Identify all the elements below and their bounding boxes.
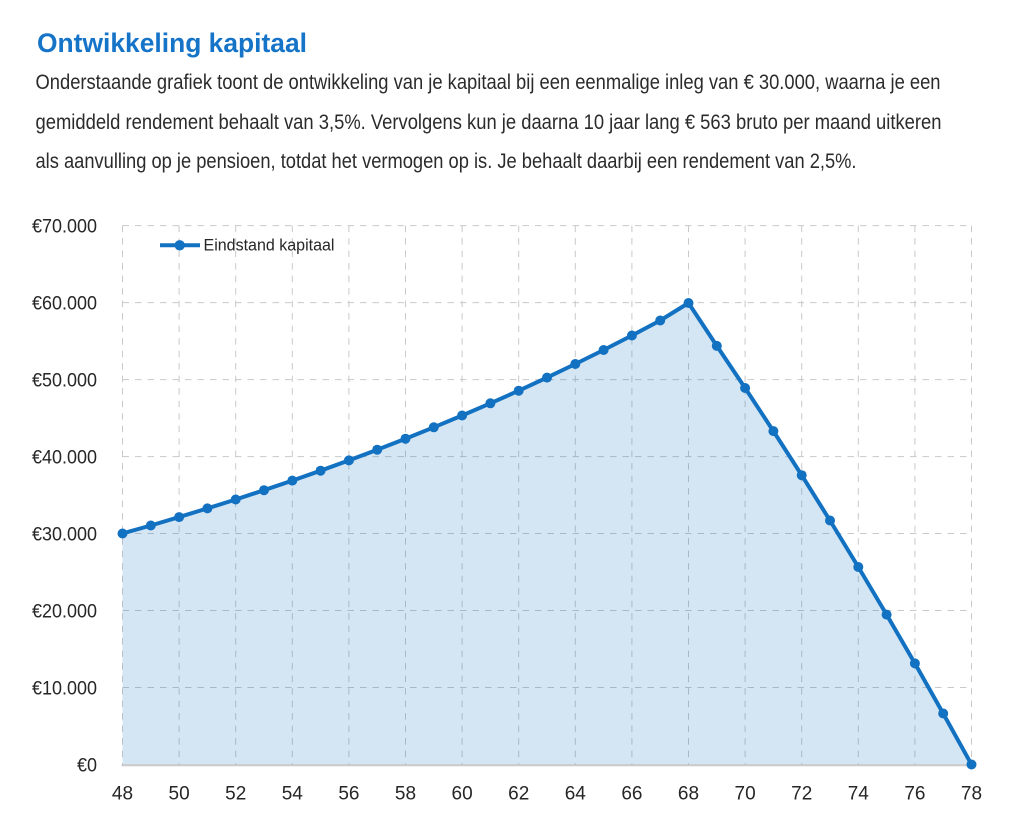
svg-text:78: 78 (961, 784, 982, 805)
svg-text:62: 62 (508, 784, 529, 805)
svg-text:Eindstand kapitaal: Eindstand kapitaal (204, 235, 335, 254)
svg-text:58: 58 (395, 784, 416, 805)
svg-text:50: 50 (169, 784, 190, 805)
svg-text:€30.000: €30.000 (32, 524, 97, 545)
svg-text:60: 60 (452, 784, 473, 805)
svg-text:74: 74 (848, 784, 870, 805)
svg-text:48: 48 (112, 784, 133, 805)
svg-text:als aanvulling op je pensioen,: als aanvulling op je pensioen, totdat he… (36, 149, 857, 173)
svg-text:68: 68 (678, 784, 699, 805)
svg-text:€50.000: €50.000 (32, 370, 97, 391)
svg-text:€40.000: €40.000 (32, 447, 97, 468)
svg-text:Onderstaande grafiek toont de: Onderstaande grafiek toont de ontwikkeli… (36, 70, 941, 94)
svg-text:56: 56 (338, 784, 359, 805)
svg-text:Ontwikkeling kapitaal: Ontwikkeling kapitaal (37, 28, 307, 58)
svg-text:€0: €0 (77, 755, 97, 776)
svg-text:64: 64 (565, 784, 587, 805)
svg-text:54: 54 (282, 784, 304, 805)
svg-text:€60.000: €60.000 (32, 293, 97, 314)
svg-text:gemiddeld rendement behaalt va: gemiddeld rendement behaalt van 3,5%. Ve… (36, 110, 942, 134)
svg-text:70: 70 (735, 784, 756, 805)
svg-text:76: 76 (904, 784, 925, 805)
svg-text:€20.000: €20.000 (32, 601, 97, 622)
svg-text:€10.000: €10.000 (32, 678, 97, 699)
svg-text:66: 66 (621, 784, 642, 805)
svg-text:52: 52 (225, 784, 246, 805)
svg-text:72: 72 (791, 784, 812, 805)
svg-text:€70.000: €70.000 (32, 216, 97, 237)
